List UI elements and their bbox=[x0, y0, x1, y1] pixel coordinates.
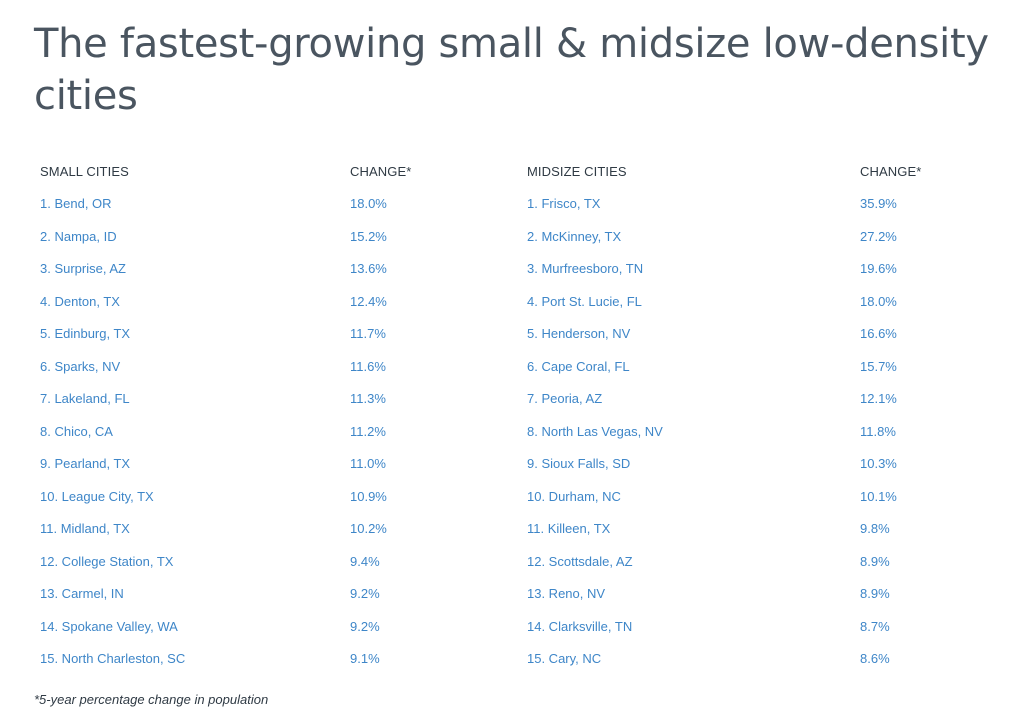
small-city-link[interactable]: 3. Surprise, AZ bbox=[40, 261, 126, 276]
small-city-link[interactable]: 6. Sparks, NV bbox=[40, 358, 121, 374]
midsize-city-change: 11.8% bbox=[860, 423, 896, 439]
table-row: 8. Chico, CA 11.2% 8. North Las Vegas, N… bbox=[0, 424, 1024, 457]
table-row: 9. Pearland, TX 11.0% 9. Sioux Falls, SD… bbox=[0, 456, 1024, 489]
small-city-change: 10.2% bbox=[350, 521, 387, 536]
midsize-city-change: 8.6% bbox=[860, 651, 890, 666]
midsize-city-change: 9.8% bbox=[860, 521, 890, 536]
midsize-city-change: 8.9% bbox=[860, 553, 890, 569]
midsize-city-link[interactable]: 8. North Las Vegas, NV bbox=[527, 423, 663, 439]
small-city-change: 12.4% bbox=[350, 293, 387, 309]
header-small-cities: SMALL CITIES bbox=[40, 164, 129, 179]
table-row: 5. Edinburg, TX 11.7% 5. Henderson, NV 1… bbox=[0, 326, 1024, 359]
small-city-link[interactable]: 9. Pearland, TX bbox=[40, 456, 131, 471]
midsize-city-link[interactable]: 9. Sioux Falls, SD bbox=[527, 456, 631, 471]
table-row: 6. Sparks, NV 11.6% 6. Cape Coral, FL 15… bbox=[0, 359, 1024, 392]
small-city-link[interactable]: 1. Bend, OR bbox=[40, 196, 112, 211]
table-row: 1. Bend, OR 18.0% 1. Frisco, TX 35.9% bbox=[0, 196, 1024, 229]
small-city-change: 9.2% bbox=[350, 618, 380, 634]
small-city-link[interactable]: 10. League City, TX bbox=[40, 488, 154, 504]
table-row: 15. North Charleston, SC 9.1% 15. Cary, … bbox=[0, 651, 1024, 684]
table-row: 7. Lakeland, FL 11.3% 7. Peoria, AZ 12.1… bbox=[0, 391, 1024, 424]
table-row: 12. College Station, TX 9.4% 12. Scottsd… bbox=[0, 554, 1024, 587]
footnote: *5-year percentage change in population bbox=[34, 692, 269, 707]
table-row: 14. Spokane Valley, WA 9.2% 14. Clarksvi… bbox=[0, 619, 1024, 652]
table-row: 2. Nampa, ID 15.2% 2. McKinney, TX 27.2% bbox=[0, 229, 1024, 262]
table-row: 10. League City, TX 10.9% 10. Durham, NC… bbox=[0, 489, 1024, 522]
midsize-city-link[interactable]: 3. Murfreesboro, TN bbox=[527, 261, 644, 276]
small-city-change: 18.0% bbox=[350, 196, 387, 211]
header-midsize-change: CHANGE* bbox=[860, 164, 922, 179]
midsize-city-change: 35.9% bbox=[860, 196, 897, 211]
small-city-link[interactable]: 7. Lakeland, FL bbox=[40, 391, 130, 406]
header-midsize-cities: MIDSIZE CITIES bbox=[527, 164, 627, 179]
small-city-link[interactable]: 12. College Station, TX bbox=[40, 553, 174, 569]
midsize-city-change: 16.6% bbox=[860, 326, 897, 341]
small-city-change: 9.1% bbox=[350, 651, 380, 666]
small-city-change: 11.3% bbox=[350, 391, 386, 406]
midsize-city-link[interactable]: 2. McKinney, TX bbox=[527, 228, 622, 244]
midsize-city-link[interactable]: 11. Killeen, TX bbox=[527, 521, 611, 536]
cities-table: 1. Bend, OR 18.0% 1. Frisco, TX 35.9% 2.… bbox=[0, 196, 1024, 684]
small-city-change: 11.0% bbox=[350, 456, 386, 471]
small-city-change: 11.7% bbox=[350, 326, 386, 341]
small-city-link[interactable]: 4. Denton, TX bbox=[40, 293, 120, 309]
midsize-city-change: 19.6% bbox=[860, 261, 897, 276]
small-city-change: 15.2% bbox=[350, 228, 387, 244]
midsize-city-link[interactable]: 12. Scottsdale, AZ bbox=[527, 553, 633, 569]
small-city-change: 9.4% bbox=[350, 553, 380, 569]
midsize-city-link[interactable]: 14. Clarksville, TN bbox=[527, 618, 633, 634]
midsize-city-link[interactable]: 7. Peoria, AZ bbox=[527, 391, 603, 406]
midsize-city-change: 15.7% bbox=[860, 358, 897, 374]
small-city-change: 9.2% bbox=[350, 586, 380, 601]
midsize-city-link[interactable]: 1. Frisco, TX bbox=[527, 196, 601, 211]
small-city-change: 13.6% bbox=[350, 261, 387, 276]
small-city-change: 11.6% bbox=[350, 358, 386, 374]
small-city-link[interactable]: 15. North Charleston, SC bbox=[40, 651, 186, 666]
midsize-city-change: 10.3% bbox=[860, 456, 897, 471]
midsize-city-link[interactable]: 5. Henderson, NV bbox=[527, 326, 631, 341]
small-city-link[interactable]: 8. Chico, CA bbox=[40, 423, 113, 439]
table-row: 4. Denton, TX 12.4% 4. Port St. Lucie, F… bbox=[0, 294, 1024, 327]
small-city-change: 10.9% bbox=[350, 488, 387, 504]
midsize-city-link[interactable]: 10. Durham, NC bbox=[527, 488, 621, 504]
small-city-link[interactable]: 5. Edinburg, TX bbox=[40, 326, 131, 341]
small-city-link[interactable]: 14. Spokane Valley, WA bbox=[40, 618, 178, 634]
midsize-city-change: 8.7% bbox=[860, 618, 890, 634]
table-row: 11. Midland, TX 10.2% 11. Killeen, TX 9.… bbox=[0, 521, 1024, 554]
midsize-city-change: 27.2% bbox=[860, 228, 897, 244]
small-city-link[interactable]: 11. Midland, TX bbox=[40, 521, 130, 536]
midsize-city-link[interactable]: 6. Cape Coral, FL bbox=[527, 358, 630, 374]
small-city-link[interactable]: 13. Carmel, IN bbox=[40, 586, 124, 601]
table-row: 3. Surprise, AZ 13.6% 3. Murfreesboro, T… bbox=[0, 261, 1024, 294]
page-title: The fastest-growing small & midsize low-… bbox=[34, 21, 989, 119]
header-small-change: CHANGE* bbox=[350, 164, 412, 179]
midsize-city-link[interactable]: 4. Port St. Lucie, FL bbox=[527, 293, 642, 309]
midsize-city-change: 10.1% bbox=[860, 488, 897, 504]
midsize-city-change: 8.9% bbox=[860, 586, 890, 601]
midsize-city-change: 12.1% bbox=[860, 391, 897, 406]
midsize-city-link[interactable]: 13. Reno, NV bbox=[527, 586, 606, 601]
small-city-link[interactable]: 2. Nampa, ID bbox=[40, 228, 117, 244]
table-row: 13. Carmel, IN 9.2% 13. Reno, NV 8.9% bbox=[0, 586, 1024, 619]
midsize-city-link[interactable]: 15. Cary, NC bbox=[527, 651, 602, 666]
midsize-city-change: 18.0% bbox=[860, 293, 897, 309]
small-city-change: 11.2% bbox=[350, 423, 386, 439]
